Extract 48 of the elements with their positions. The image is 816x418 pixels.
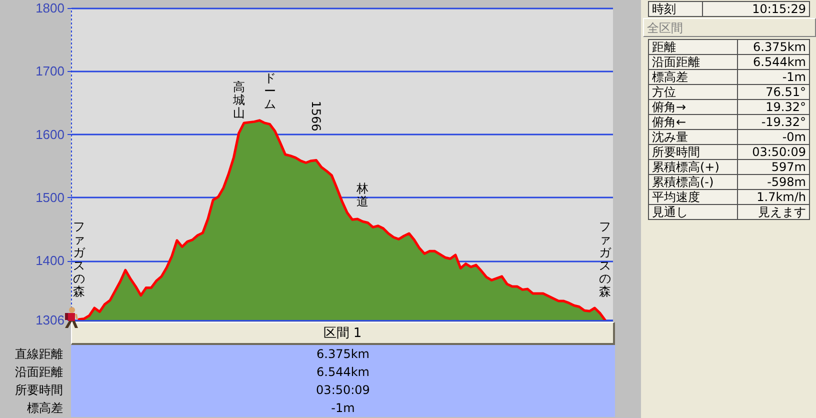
- y-tick-label: 1400: [36, 253, 64, 268]
- text: -598m: [737, 174, 810, 190]
- text: 平均速度: [648, 190, 738, 204]
- text: 距離: [648, 40, 738, 54]
- text: 76.51°: [737, 84, 810, 100]
- text: 6.375km: [71, 345, 615, 363]
- text: 6.375km: [737, 40, 810, 54]
- text: 累積標高(+): [648, 160, 738, 174]
- text: 597m: [737, 160, 810, 174]
- y-tick-label: 1306: [36, 312, 64, 328]
- text: 全区間: [643, 18, 816, 37]
- text: 10:15:29: [702, 2, 810, 16]
- text: 19.32°: [737, 100, 810, 114]
- y-tick-label: 1800: [36, 0, 64, 16]
- x-tick-label: ファガスの森: [599, 220, 612, 299]
- text: -0m: [737, 130, 810, 144]
- text: 所要時間: [14, 382, 64, 399]
- text: 見えます: [737, 204, 810, 220]
- x-tick-label: 高城山: [232, 80, 245, 120]
- text: -19.32°: [737, 114, 810, 130]
- text: 03:50:09: [71, 381, 615, 399]
- y-tick-label: 1600: [36, 126, 64, 142]
- x-tick-label: 林道: [356, 181, 369, 208]
- text: 所要時間: [648, 144, 738, 160]
- y-tick-label: 1700: [36, 64, 64, 79]
- text: 1.7km/h: [737, 190, 810, 204]
- text: 俯角→: [648, 100, 738, 114]
- text: 標高差: [648, 70, 738, 84]
- text: 沿面距離: [648, 54, 738, 70]
- text: 俯角←: [648, 114, 738, 130]
- text: 6.544km: [71, 363, 615, 381]
- text: -1m: [71, 399, 615, 417]
- text: 時刻: [648, 2, 703, 16]
- text: 03:50:09: [737, 144, 810, 160]
- text: -1m: [737, 70, 810, 84]
- x-tick-label: 1566: [309, 100, 324, 132]
- text: 6.544km: [737, 54, 810, 70]
- text: 標高差: [26, 400, 64, 417]
- text: 見通し: [648, 204, 738, 220]
- text: 沿面距離: [14, 364, 64, 381]
- x-tick-label: ドーム: [264, 71, 276, 112]
- text: 沈み量: [648, 130, 738, 144]
- text: 区間 1: [71, 322, 615, 345]
- x-tick-label: ファガスの森: [73, 220, 86, 299]
- y-tick-label: 1500: [36, 190, 64, 205]
- text: 方位: [648, 84, 738, 100]
- text: 直線距離: [14, 346, 64, 363]
- text: 累積標高(-): [648, 174, 738, 190]
